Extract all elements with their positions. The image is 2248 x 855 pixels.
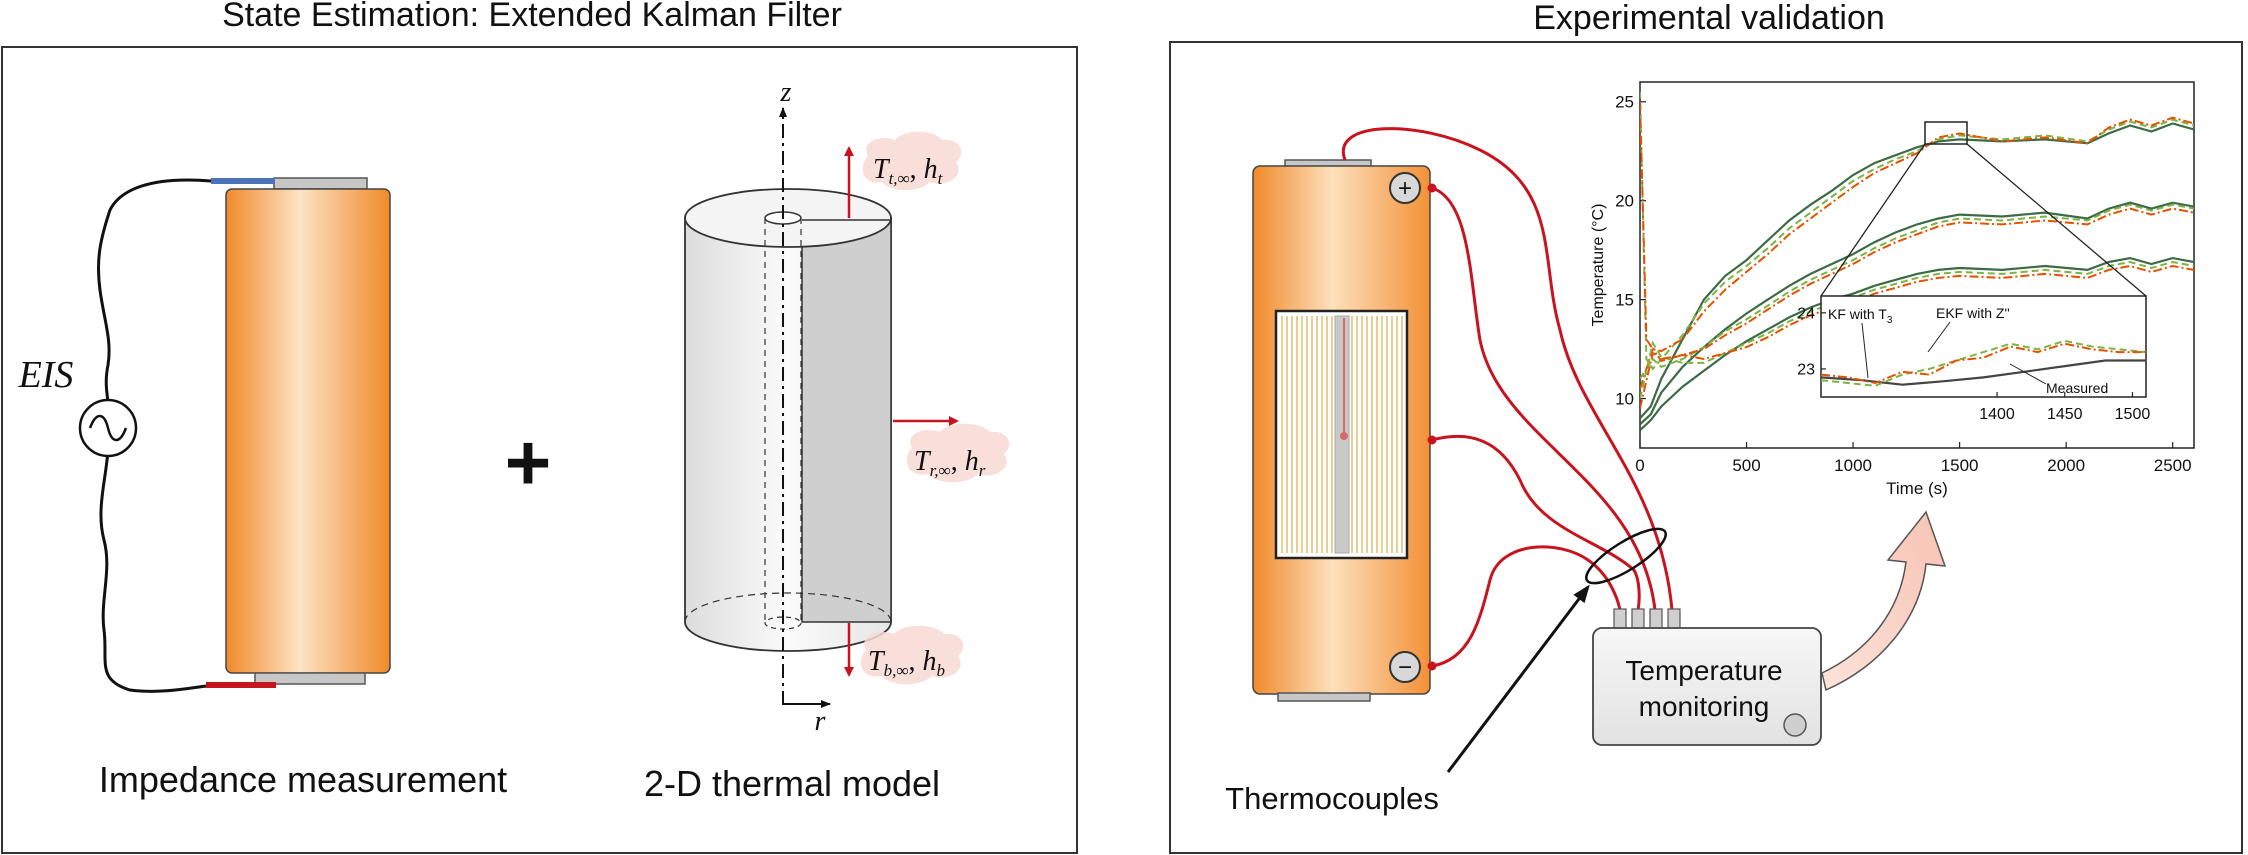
- inset-annotation-ekf: EKF with Z'': [1927, 305, 2010, 353]
- plus-sign: +: [505, 418, 552, 507]
- chart-y-tick-label: 15: [1615, 291, 1634, 310]
- svg-text:Tb,∞, hb: Tb,∞, hb: [868, 646, 945, 680]
- jellyroll-layers: [1281, 316, 1403, 553]
- chart-y-tick-label: 20: [1615, 192, 1634, 211]
- ac-source-icon: [78, 398, 138, 458]
- thermocouples-label: Thermocouples: [1225, 781, 1439, 816]
- chart-series-ekf-with-z--4: [1640, 101, 2194, 353]
- chart-x-tick-label: 0: [1635, 456, 1644, 475]
- cut-section: [801, 219, 892, 623]
- chart-x-tick-label: 500: [1732, 456, 1760, 475]
- zoom-connector-left: [1820, 143, 1926, 297]
- chart-series-measured-0: [1640, 122, 2194, 420]
- monitor-knob-icon: [1783, 713, 1807, 737]
- right-panel-frame: [1169, 41, 2243, 854]
- right-panel-title: Experimental validation: [1533, 0, 1885, 37]
- monitor-label-line1: Temperature: [1625, 655, 1782, 686]
- chart-x-tick-label: 2000: [2047, 456, 2085, 475]
- thermocouples-pointer: [1446, 584, 1590, 773]
- temperature-monitor: Temperature monitoring: [1592, 608, 1822, 746]
- eis-wire-top: [97, 178, 212, 406]
- inset-annotation-kf: KF with T3: [1828, 306, 1893, 379]
- chart-y-tick-label: 25: [1615, 93, 1634, 112]
- svg-text:Tr,∞, hr: Tr,∞, hr: [914, 446, 986, 480]
- svg-text:EKF with Z'': EKF with Z'': [1936, 305, 2010, 321]
- inset-series-measured-0: [1821, 359, 2146, 386]
- svg-text:KF with T3: KF with T3: [1828, 306, 1893, 326]
- chart-series-ekf-with-z--8: [1640, 264, 2194, 409]
- z-axis-label: z: [780, 77, 792, 108]
- chart-y-tick-label: 10: [1615, 389, 1634, 408]
- inset-y-tick-label: 24: [1797, 305, 1815, 322]
- battery-body: [225, 188, 391, 674]
- negative-terminal-label: −: [1398, 654, 1412, 681]
- negative-lead-tab: [206, 682, 276, 688]
- inset-series-ekf-with-z--2: [1821, 342, 2146, 385]
- chart-series-kf-with-t3-3: [1640, 91, 2194, 371]
- inset-x-tick-label: 1400: [1979, 406, 2015, 423]
- svg-text:Measured: Measured: [2046, 380, 2108, 396]
- battery-bottom-cap: [254, 672, 366, 685]
- zoom-connector-right: [1966, 143, 2147, 297]
- chart-series-kf-with-t3-5: [1640, 203, 2194, 380]
- thermocouple-wires: [1341, 127, 1674, 671]
- positive-terminal-icon: [1389, 172, 1421, 204]
- bottom-boundary-condition: Tb,∞, hb: [860, 625, 964, 685]
- negative-terminal-icon: [1389, 651, 1421, 683]
- eis-battery: [206, 177, 391, 688]
- inset-x-tick-label: 1500: [2115, 406, 2151, 423]
- left-panel-frame: [1, 46, 1078, 854]
- top-boundary-condition: Tt,∞, ht: [862, 131, 962, 191]
- r-axis-label: r: [815, 706, 826, 737]
- positive-lead-tab: [211, 178, 275, 184]
- temperature-chart: 0 500 1000 1500 2000 2500 10 15 20 25 Time (s) Te…: [1590, 81, 2195, 498]
- chart-x-tick-label: 1000: [1834, 456, 1872, 475]
- eis-wire-bottom: [99, 449, 207, 693]
- inset-annotation-measured: Measured: [2009, 363, 2108, 396]
- eis-label: EIS: [18, 354, 74, 396]
- monitor-label-line2: monitoring: [1639, 691, 1770, 722]
- thermal-cylinder: [684, 188, 892, 652]
- chart-x-tick-label: 1500: [1941, 456, 1979, 475]
- chart-y-axis-label: Temperature (°C): [1590, 204, 1607, 327]
- zoom-region-box: [1924, 121, 1968, 145]
- chart-x-tick-label: 2500: [2154, 456, 2192, 475]
- battery-top-cap: [273, 177, 368, 190]
- chart-x-axis-label: Time (s): [1886, 479, 1948, 498]
- impedance-caption: Impedance measurement: [99, 759, 507, 800]
- monitor-box: [1592, 627, 1822, 746]
- chart-series-ekf-with-z--6: [1640, 207, 2194, 389]
- thermal-caption: 2-D thermal model: [644, 763, 940, 804]
- svg-text:Tt,∞, ht: Tt,∞, ht: [873, 154, 944, 188]
- data-flow-arrow: [1821, 510, 1947, 692]
- chart-series-kf-with-t3-7: [1640, 260, 2194, 399]
- instrumented-battery: + −: [1252, 159, 1431, 702]
- side-boundary-condition: Tr,∞, hr: [906, 423, 1010, 483]
- inset-x-tick-label: 1450: [2047, 406, 2083, 423]
- wire-bundle-ring: [1585, 527, 1667, 585]
- left-panel-title: State Estimation: Extended Kalman Filter: [222, 0, 842, 34]
- chart-series-measured-2: [1640, 256, 2194, 432]
- inset-series-kf-with-t3-1: [1821, 339, 2146, 387]
- inset-y-tick-label: 23: [1797, 362, 1815, 379]
- positive-terminal-label: +: [1398, 175, 1412, 202]
